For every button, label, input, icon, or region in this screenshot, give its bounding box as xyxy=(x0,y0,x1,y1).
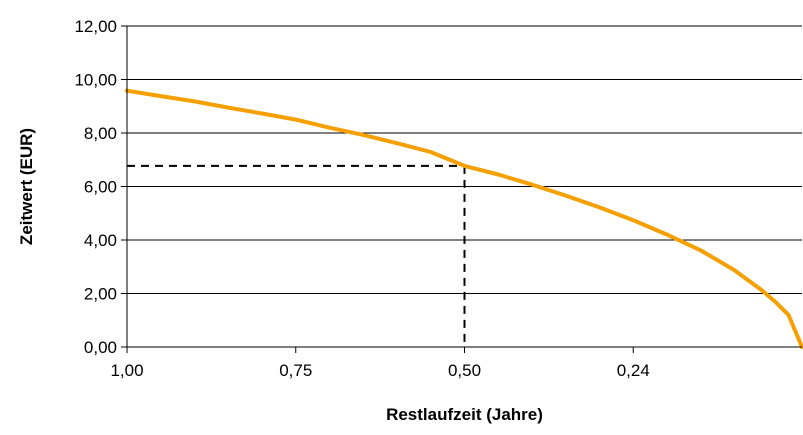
x-tick-label-3: 0,24 xyxy=(617,361,650,380)
series-layer xyxy=(125,88,803,349)
axes xyxy=(121,25,802,353)
x-tick-label-2: 0,50 xyxy=(448,361,481,380)
y-tick-label-4: 8,00 xyxy=(84,124,117,143)
y-tick-label-2: 4,00 xyxy=(84,231,117,250)
y-axis-title: Zeitwert (EUR) xyxy=(17,128,36,245)
x-tick-label-1: 0,75 xyxy=(279,361,312,380)
y-tick-label-5: 10,00 xyxy=(74,71,117,90)
x-tick-label-0: 1,00 xyxy=(110,361,143,380)
y-tick-label-0: 0,00 xyxy=(84,338,117,357)
y-tick-label-3: 6,00 xyxy=(84,178,117,197)
series-line-0 xyxy=(125,88,803,349)
y-tick-label-1: 2,00 xyxy=(84,285,117,304)
tick-labels: 0,00 2,00 4,00 6,00 8,00 10,00 12,00 1,00 0,75 0,… xyxy=(74,17,649,380)
y-tick-label-6: 12,00 xyxy=(74,17,117,36)
x-axis-title: Restlaufzeit (Jahre) xyxy=(386,405,543,424)
dashed-guides xyxy=(127,164,466,347)
